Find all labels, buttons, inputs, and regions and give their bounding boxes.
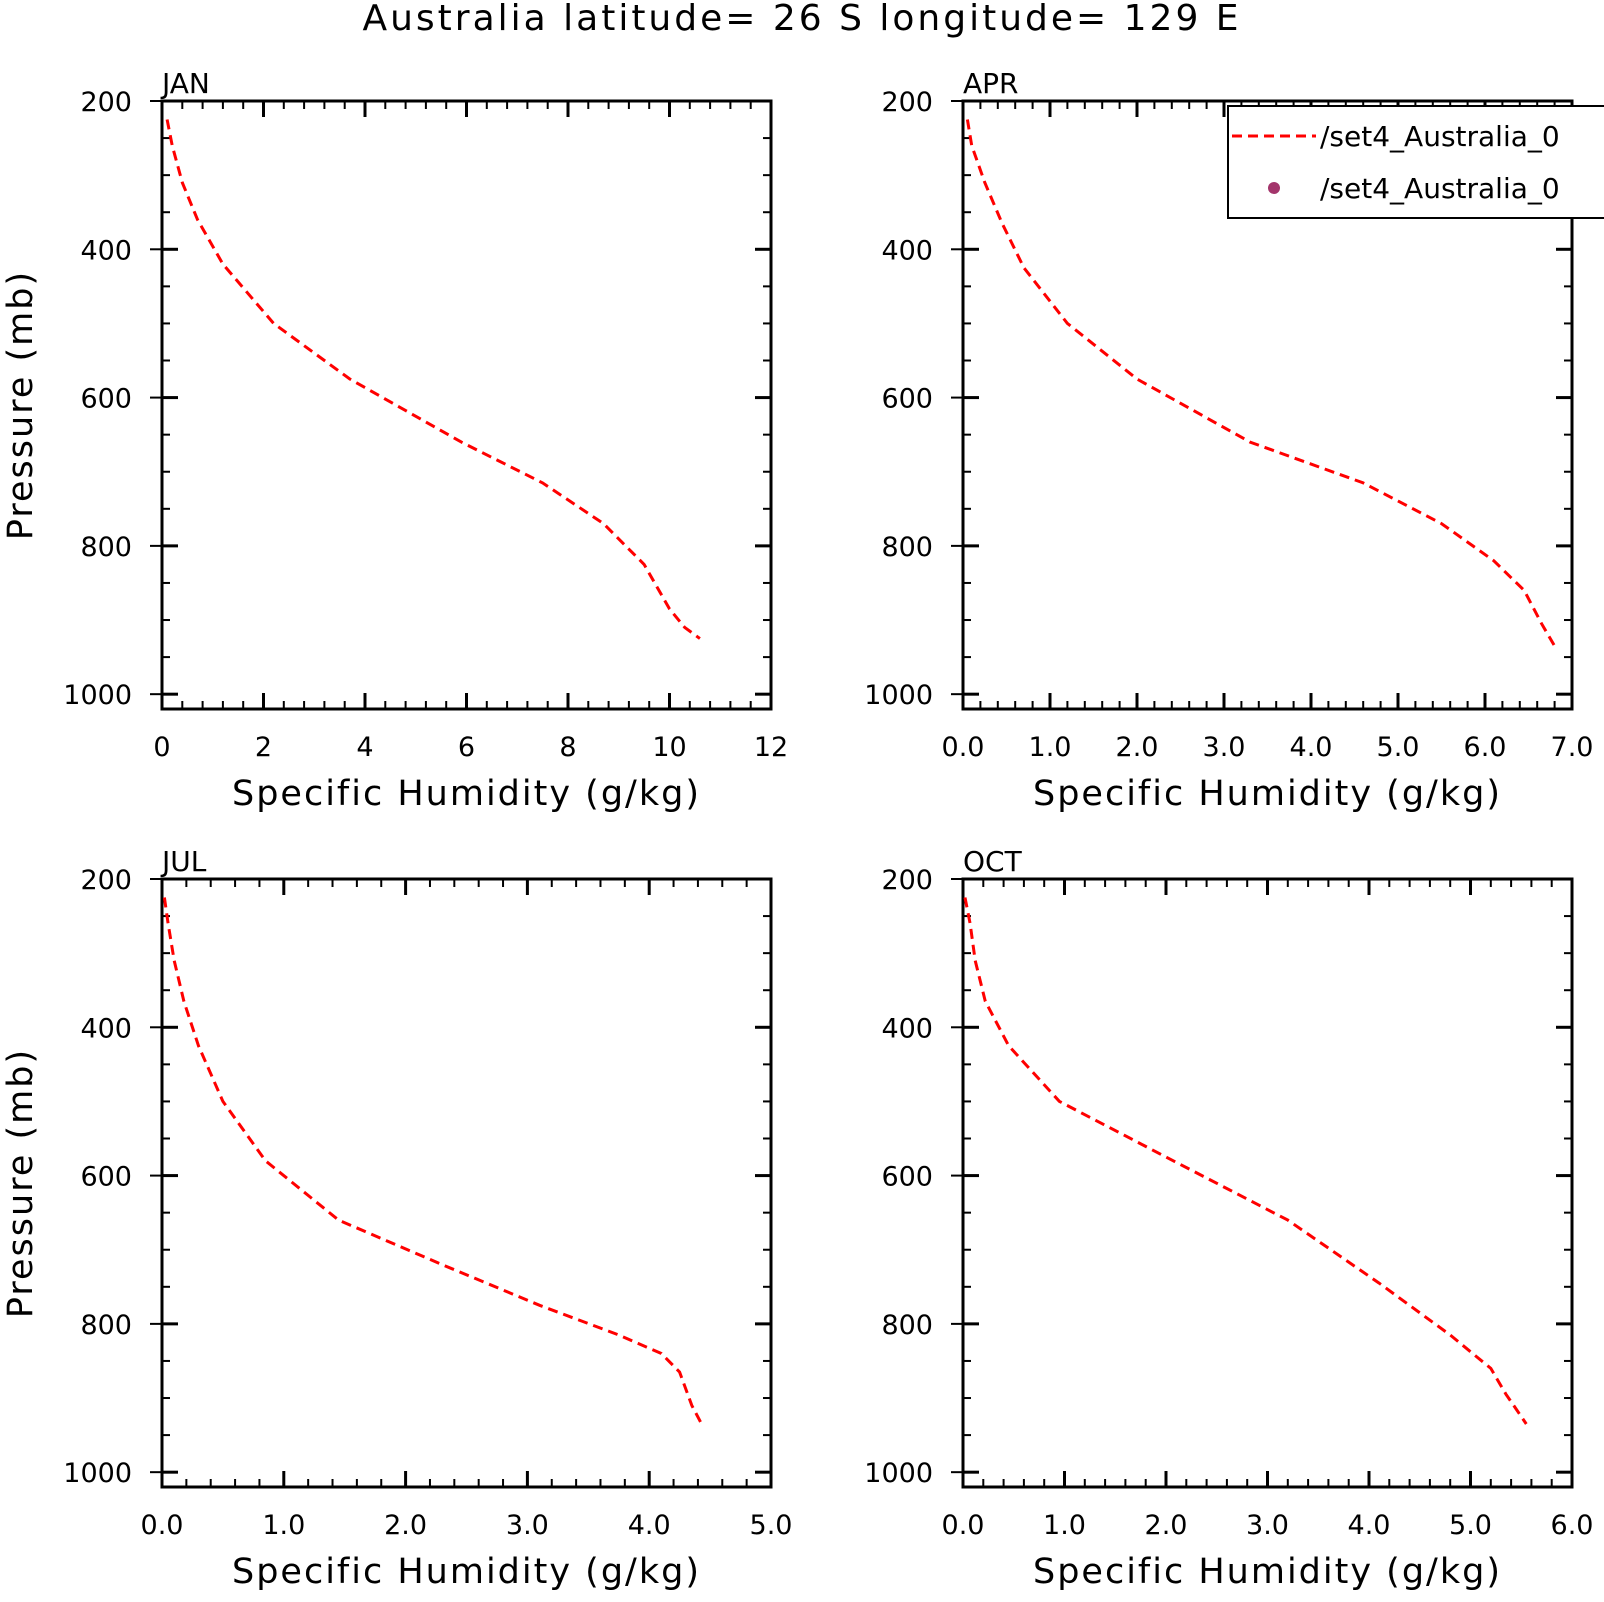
x-tick-label: 2 [255, 732, 272, 763]
panel-label: APR [963, 67, 1019, 100]
series-line [162, 897, 703, 1425]
series-line [965, 119, 1556, 647]
panel-label: JAN [160, 67, 210, 100]
plot-frame [160, 99, 773, 711]
x-tick-label: 2.0 [1145, 1510, 1188, 1541]
x-tick-label: 2.0 [384, 1510, 427, 1541]
legend-label: /set4_Australia_0 [1320, 172, 1560, 205]
series-line [165, 119, 701, 640]
x-tick-label: 5.0 [1377, 732, 1420, 763]
y-tick-label: 400 [80, 1013, 132, 1044]
panel-apr: APR 0.0 1.0 2.0 3.0 4.0 5.0 6.0 7.0 200 400 600 800 1… [864, 67, 1593, 814]
x-tick-label: 1.0 [1043, 1510, 1086, 1541]
x-tick-label: 4 [356, 732, 373, 763]
series-line [963, 897, 1528, 1425]
x-axis-title: Specific Humidity (g/kg) [232, 774, 701, 814]
x-tick-label: 3.0 [1203, 732, 1246, 763]
x-tick-label: 5.0 [750, 1510, 793, 1541]
x-tick-label: 0.0 [141, 1510, 184, 1541]
x-tick-label: 4.0 [1290, 732, 1333, 763]
y-axis-title: Pressure (mb) [1, 1048, 41, 1318]
legend-box [1227, 105, 1604, 219]
y-tick-label: 200 [80, 865, 132, 896]
legend-dot-swatch [1268, 182, 1280, 194]
x-tick-label: 10 [652, 732, 686, 763]
x-tick-label: 0.0 [942, 732, 985, 763]
y-tick-label: 600 [80, 1162, 132, 1193]
legend: /set4_Australia_0/set4_Australia_0 [1227, 105, 1604, 219]
panel-jul: JUL 0.0 1.0 2.0 3.0 4.0 5.0 200 400 600 800 1000 Spe… [1, 845, 792, 1592]
x-tick-label: 0 [153, 732, 170, 763]
x-tick-label: 0.0 [942, 1510, 985, 1541]
x-tick-label: 7.0 [1551, 732, 1594, 763]
y-tick-label: 1000 [864, 680, 933, 711]
y-tick-label: 1000 [63, 1458, 132, 1489]
y-tick-label: 200 [80, 87, 132, 118]
panel-label: OCT [963, 845, 1023, 878]
x-tick-label: 4.0 [628, 1510, 671, 1541]
figure-title: Australia latitude= 26 S longitude= 129 … [362, 0, 1241, 39]
y-tick-label: 800 [881, 532, 933, 563]
x-axis-title: Specific Humidity (g/kg) [1033, 1552, 1502, 1592]
legend-label: /set4_Australia_0 [1320, 120, 1560, 153]
plot-frame [961, 99, 1574, 711]
y-tick-label: 1000 [864, 1458, 933, 1489]
panel-label: JUL [160, 845, 207, 878]
x-axis-title: Specific Humidity (g/kg) [232, 1552, 701, 1592]
y-tick-label: 800 [80, 1310, 132, 1341]
panels: JAN 0 2 4 6 8 10 12 200 400 600 800 1000 Specific Hum… [1, 67, 1593, 1592]
plot-frame [160, 877, 773, 1489]
x-tick-label: 4.0 [1348, 1510, 1391, 1541]
x-axis-title: Specific Humidity (g/kg) [1033, 774, 1502, 814]
x-tick-label: 6.0 [1551, 1510, 1594, 1541]
y-tick-label: 400 [80, 235, 132, 266]
x-tick-label: 8 [559, 732, 576, 763]
y-tick-label: 400 [881, 1013, 933, 1044]
y-tick-label: 200 [881, 865, 933, 896]
x-tick-label: 6 [458, 732, 475, 763]
y-tick-label: 800 [80, 532, 132, 563]
y-tick-label: 600 [881, 384, 933, 415]
x-tick-label: 3.0 [1246, 1510, 1289, 1541]
x-tick-label: 1.0 [262, 1510, 305, 1541]
y-axis-title: Pressure (mb) [1, 270, 41, 540]
y-tick-label: 600 [881, 1162, 933, 1193]
y-tick-label: 1000 [63, 680, 132, 711]
y-tick-label: 800 [881, 1310, 933, 1341]
plot-frame [961, 877, 1574, 1489]
x-tick-label: 1.0 [1029, 732, 1072, 763]
x-tick-label: 6.0 [1464, 732, 1507, 763]
y-tick-label: 600 [80, 384, 132, 415]
panel-oct: OCT 0.0 1.0 2.0 3.0 4.0 5.0 6.0 200 400 600 800 1000… [864, 845, 1593, 1592]
y-tick-label: 200 [881, 87, 933, 118]
y-tick-label: 400 [881, 235, 933, 266]
x-tick-label: 12 [754, 732, 788, 763]
panel-jan: JAN 0 2 4 6 8 10 12 200 400 600 800 1000 Specific Hum… [1, 67, 788, 814]
x-tick-label: 5.0 [1449, 1510, 1492, 1541]
x-tick-label: 3.0 [506, 1510, 549, 1541]
x-tick-label: 2.0 [1116, 732, 1159, 763]
